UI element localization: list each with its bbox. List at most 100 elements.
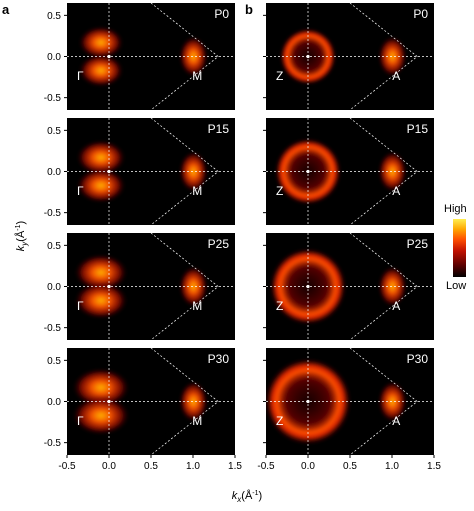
center-point-label: Z <box>276 69 283 83</box>
center-point-label: Γ <box>77 69 84 83</box>
x-axis-unit-close: ) <box>259 490 263 502</box>
arpes-panel-a-P0: P0 Γ M 0.5 0.0 -0.5 <box>44 3 235 110</box>
pressure-label: P15 <box>208 122 230 136</box>
y-tick-label: 0.5 <box>47 11 61 22</box>
edge-pocket <box>378 381 407 422</box>
arpes-panel-b-P25: P25 Z A <box>263 233 434 340</box>
pressure-label: P25 <box>407 237 429 251</box>
arpes-panel-b-P0: P0 Z A <box>263 3 434 110</box>
y-axis-unit: (Å <box>14 230 27 242</box>
colorbar-low-label: Low <box>446 280 466 292</box>
x-tick-label: -0.5 <box>58 461 76 472</box>
colorbar <box>453 219 466 277</box>
intensity-map <box>67 118 235 225</box>
x-tick-label: 1.0 <box>186 461 200 472</box>
x-tick-label: 1.5 <box>228 461 242 472</box>
y-tick-label: 0.0 <box>47 52 61 63</box>
y-tick-label: 0.5 <box>47 241 61 252</box>
panel-label-b: b <box>245 2 253 17</box>
center-point-marker <box>107 54 111 59</box>
x-axis-title: kx(Å-1) <box>232 489 262 504</box>
center-point-label: Γ <box>77 299 84 313</box>
center-point-marker <box>107 399 111 404</box>
x-axis-unit: (Å <box>241 489 253 502</box>
center-point-label: Γ <box>77 414 84 428</box>
center-point-marker <box>306 399 310 404</box>
edge-point-label: M <box>192 184 202 198</box>
y-tick-label: -0.5 <box>44 208 62 219</box>
center-point-label: Z <box>276 184 283 198</box>
gamma-lower-lobe <box>77 168 125 203</box>
x-axis-unit-exp: -1 <box>252 490 258 497</box>
pressure-label: P25 <box>208 237 230 251</box>
edge-point-label: A <box>392 299 400 313</box>
colorbar-high-label: High <box>444 203 467 215</box>
y-tick-label: 0.5 <box>47 126 61 137</box>
y-tick-label: -0.5 <box>44 93 62 104</box>
x-tick-label: -0.5 <box>257 461 275 472</box>
y-axis-sub: y <box>20 241 29 247</box>
edge-pocket <box>179 266 208 307</box>
x-tick-label: 0.5 <box>144 461 158 472</box>
edge-point-label: A <box>392 184 400 198</box>
y-tick-label: 0.0 <box>47 167 61 178</box>
gamma-upper-lobe <box>75 254 127 291</box>
edge-pocket <box>179 151 208 192</box>
brillouin-zone-boundary <box>150 118 219 225</box>
x-tick-label: 1.0 <box>385 461 399 472</box>
y-tick-label: -0.5 <box>44 438 62 449</box>
pressure-label: P0 <box>413 7 428 21</box>
edge-pocket <box>179 381 208 422</box>
arpes-panel-a-P25: P25 Γ M 0.5 0.0 -0.5 <box>44 233 235 340</box>
brillouin-zone-boundary <box>150 348 219 455</box>
intensity-map <box>67 233 235 340</box>
gamma-upper-lobe <box>77 140 125 175</box>
edge-point-label: M <box>192 299 202 313</box>
brillouin-zone-boundary <box>349 118 418 225</box>
edge-pocket <box>179 36 208 77</box>
y-axis-unit-exp: -1 <box>15 224 22 230</box>
center-point-marker <box>107 284 111 289</box>
x-axis-k: k <box>232 490 238 502</box>
x-tick-label: 0.0 <box>102 461 116 472</box>
y-axis-k: k <box>15 245 27 251</box>
edge-pocket <box>378 266 407 307</box>
gamma-lower-lobe <box>79 54 123 87</box>
gamma-upper-lobe <box>73 368 129 407</box>
brillouin-zone-boundary <box>150 3 219 110</box>
brillouin-zone-boundary <box>349 233 418 340</box>
brillouin-zone-boundary <box>349 348 418 455</box>
gamma-upper-lobe <box>79 26 123 59</box>
arpes-panel-b-P30: P30 Z A <box>263 348 434 455</box>
y-axis-unit-close: ) <box>15 221 27 225</box>
center-point-marker <box>306 284 310 289</box>
center-point-label: Z <box>276 414 283 428</box>
x-tick-label: 0.5 <box>343 461 357 472</box>
arpes-panel-b-P15: P15 Z A <box>263 118 434 225</box>
edge-point-label: M <box>192 414 202 428</box>
x-axis-sub: x <box>236 495 242 504</box>
gamma-lower-lobe <box>73 396 129 435</box>
gamma-lower-lobe <box>75 282 127 319</box>
y-tick-label: 0.5 <box>47 356 61 367</box>
center-point-marker <box>306 169 310 174</box>
pressure-label: P15 <box>407 122 429 136</box>
x-tick-label: 1.5 <box>427 461 441 472</box>
intensity-map <box>266 118 434 225</box>
center-point-marker <box>306 54 310 59</box>
y-tick-label: 0.0 <box>47 397 61 408</box>
arpes-panel-a-P15: P15 Γ M 0.5 0.0 -0.5 <box>44 118 235 225</box>
center-point-label: Γ <box>77 184 84 198</box>
y-tick-label: -0.5 <box>44 323 62 334</box>
edge-pocket <box>378 36 407 77</box>
center-point-label: Z <box>276 299 283 313</box>
brillouin-zone-boundary <box>150 233 219 340</box>
intensity-map <box>67 348 235 455</box>
arpes-panel-a-P30: P30 Γ M 0.5 0.0 -0.5 <box>44 348 235 455</box>
intensity-map <box>266 233 434 340</box>
y-tick-label: 0.0 <box>47 282 61 293</box>
intensity-map <box>67 3 235 110</box>
x-tick-label: 0.0 <box>301 461 315 472</box>
edge-point-label: A <box>392 69 400 83</box>
